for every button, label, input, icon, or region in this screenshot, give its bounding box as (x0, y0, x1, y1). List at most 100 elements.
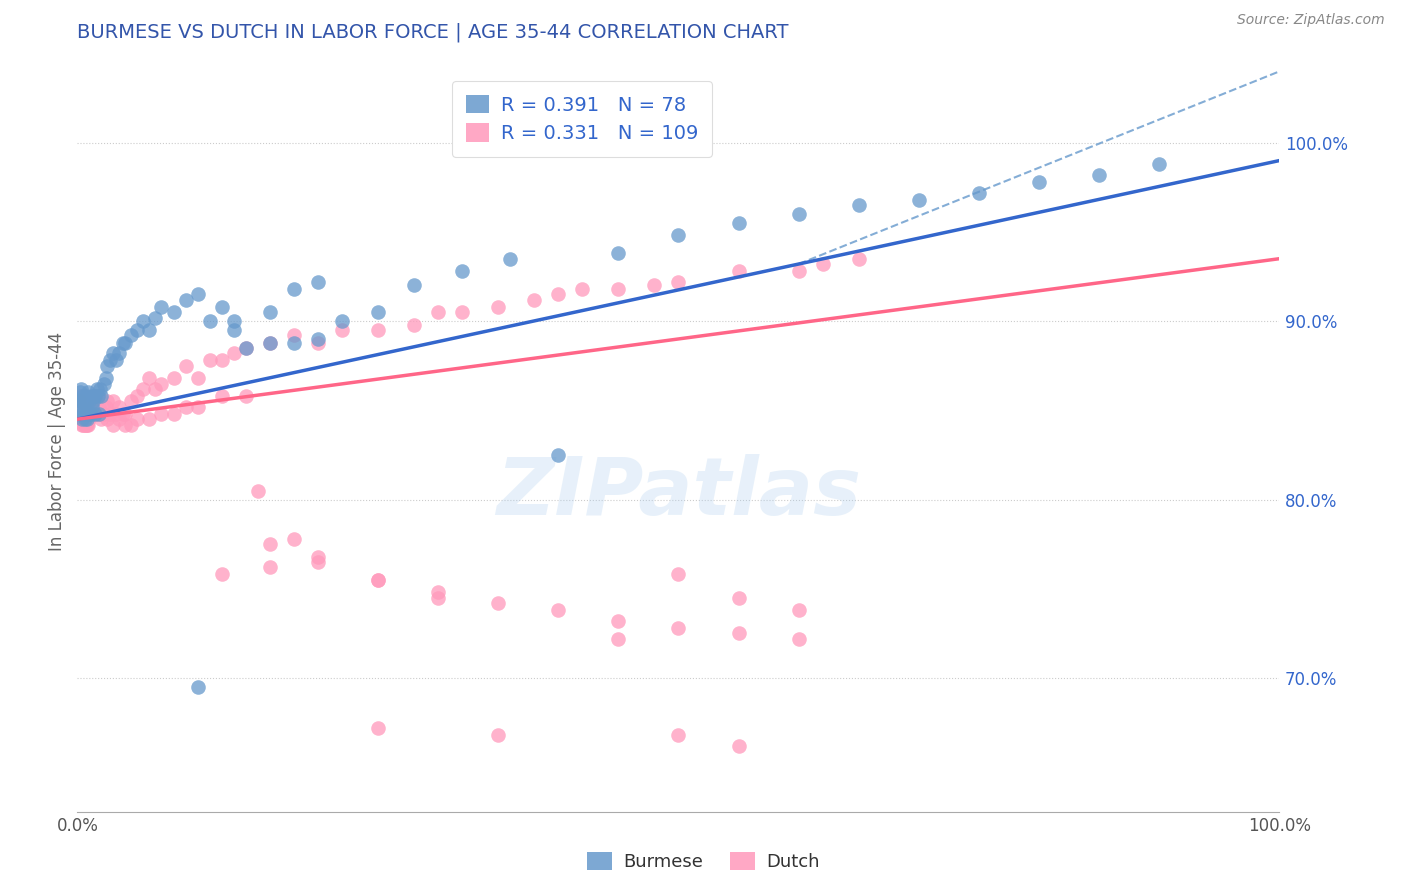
Point (93, 407, 115, 421)
Point (87, 407, 110, 421)
Point (79, 389, 101, 403)
Point (114, 407, 136, 421)
Point (235, 341, 257, 355)
Point (150, 300, 173, 314)
Point (787, 632, 810, 646)
Point (787, 207, 810, 221)
Point (120, 328, 142, 343)
Point (69, 389, 91, 403)
Point (150, 407, 173, 421)
Point (307, 335, 329, 350)
Point (967, 186, 990, 200)
Point (547, 448, 569, 462)
Point (668, 567, 690, 582)
Point (547, 287, 569, 301)
Point (70, 382, 93, 396)
Point (307, 275, 329, 289)
Point (727, 739, 749, 753)
Point (198, 353, 221, 368)
Point (72, 417, 94, 432)
Point (67, 394, 90, 409)
Point (668, 275, 690, 289)
Point (93, 376, 115, 391)
Point (127, 389, 149, 403)
Point (114, 335, 136, 350)
Point (246, 483, 269, 498)
Point (259, 335, 281, 350)
Point (727, 216, 749, 230)
Point (427, 305, 450, 319)
Point (367, 323, 389, 337)
Point (90, 407, 112, 421)
Point (103, 394, 125, 409)
Point (138, 371, 160, 385)
Point (367, 573, 389, 587)
Point (367, 721, 389, 735)
Point (108, 412, 131, 426)
Point (83, 389, 105, 403)
Legend: Burmese, Dutch: Burmese, Dutch (579, 846, 827, 879)
Point (174, 400, 197, 414)
Point (330, 314, 353, 328)
Point (72, 407, 94, 421)
Point (96, 412, 118, 426)
Point (70, 394, 93, 409)
Point (83, 407, 105, 421)
Point (67, 394, 90, 409)
Point (90, 389, 112, 403)
Point (96, 371, 118, 385)
Point (98, 353, 121, 368)
Point (111, 335, 134, 350)
Point (84, 389, 107, 403)
Point (643, 278, 665, 293)
Point (127, 412, 149, 426)
Point (120, 394, 142, 409)
Point (668, 621, 690, 635)
Point (427, 591, 450, 605)
Point (76, 412, 98, 426)
Point (235, 341, 257, 355)
Point (70, 417, 93, 432)
Point (174, 359, 197, 373)
Point (727, 264, 749, 278)
Point (77, 407, 100, 421)
Point (77, 417, 100, 432)
Point (138, 323, 160, 337)
Point (283, 282, 305, 296)
Point (211, 300, 233, 314)
Point (76, 407, 98, 421)
Point (75, 417, 97, 432)
Point (96, 400, 118, 414)
Point (145, 382, 167, 396)
Point (486, 596, 509, 610)
Point (70, 400, 93, 414)
Point (87, 389, 110, 403)
Point (73, 394, 96, 409)
Point (451, 305, 474, 319)
Point (222, 314, 245, 328)
Point (104, 353, 127, 368)
Point (145, 310, 167, 325)
Point (103, 346, 125, 360)
Point (211, 567, 233, 582)
Point (607, 246, 630, 260)
Point (222, 323, 245, 337)
Point (79, 412, 101, 426)
Point (87, 407, 110, 421)
Point (75, 407, 97, 421)
Point (69, 385, 91, 400)
Point (111, 407, 134, 421)
Point (162, 305, 184, 319)
Point (103, 417, 125, 432)
Point (848, 252, 870, 266)
Point (402, 318, 425, 332)
Point (811, 257, 834, 271)
Point (96, 394, 118, 409)
Point (787, 264, 810, 278)
Point (104, 407, 127, 421)
Point (84, 394, 107, 409)
Point (72, 407, 94, 421)
Point (486, 300, 509, 314)
Point (70, 412, 93, 426)
Point (89, 382, 111, 396)
